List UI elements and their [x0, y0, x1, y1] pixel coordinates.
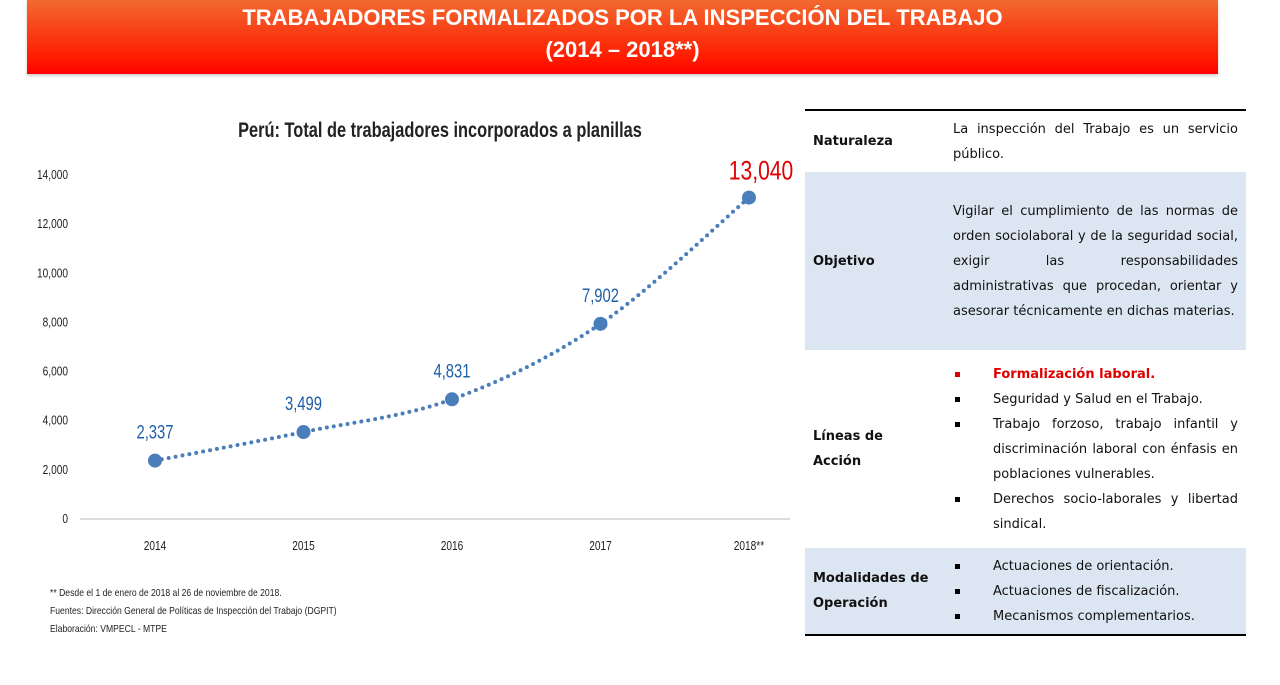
data-point	[742, 190, 756, 205]
label-modalidades-1: Modalidades de	[813, 571, 929, 586]
data-label: 7,902	[582, 285, 619, 306]
list-item: Seguridad y Salud en el Trabajo.	[953, 387, 1238, 412]
row-naturaleza: Naturaleza La inspección del Trabajo es …	[805, 111, 1246, 172]
label-lineas: Líneas de Acción	[805, 424, 943, 474]
note-elaboration: Elaboración: VMPECL - MTPE	[50, 623, 167, 635]
chart-notes: ** Desde el 1 de enero de 2018 al 26 de …	[50, 584, 337, 638]
label-lineas-2: Acción	[813, 454, 862, 469]
note-source: Fuentes: Dirección General de Políticas …	[50, 605, 337, 617]
row-lineas: Líneas de Acción Formalización laboral. S…	[805, 350, 1246, 548]
list-item: Actuaciones de orientación.	[953, 554, 1238, 579]
lineas-list: Formalización laboral. Seguridad y Salud…	[953, 362, 1238, 537]
title-line-2: (2014 – 2018**)	[545, 37, 700, 62]
label-lineas-1: Líneas de	[813, 429, 883, 444]
y-tick-label: 14,000	[37, 168, 68, 182]
y-tick-label: 12,000	[37, 217, 68, 231]
title-line-1: TRABAJADORES FORMALIZADOS POR LA INSPECC…	[242, 5, 1003, 30]
data-label: 13,040	[729, 156, 793, 186]
row-modalidades: Modalidades de Operación Actuaciones de o…	[805, 548, 1246, 634]
chart-title: Perú: Total de trabajadores incorporados…	[238, 118, 642, 141]
y-tick-label: 0	[62, 512, 68, 526]
y-tick-label: 10,000	[37, 266, 68, 280]
list-item: Derechos socio-laborales y libertad sind…	[953, 487, 1238, 537]
x-tick-label: 2015	[292, 539, 315, 553]
x-tick-label: 2016	[441, 539, 464, 553]
data-point	[445, 392, 459, 407]
x-tick-label: 2014	[144, 539, 167, 553]
data-point	[593, 316, 608, 331]
series-line	[153, 195, 751, 463]
label-naturaleza: Naturaleza	[813, 134, 893, 149]
data-label: 2,337	[136, 422, 173, 443]
label-objetivo: Objetivo	[813, 253, 875, 269]
y-tick-label: 8,000	[43, 315, 69, 329]
data-point	[148, 453, 162, 468]
row-objetivo: Objetivo Vigilar el cumplimiento de las …	[805, 172, 1246, 350]
title-banner: TRABAJADORES FORMALIZADOS POR LA INSPECC…	[27, 0, 1218, 74]
x-tick-label: 2017	[589, 539, 612, 553]
note-period: ** Desde el 1 de enero de 2018 al 26 de …	[50, 587, 282, 599]
list-item: Mecanismos complementarios.	[953, 604, 1238, 629]
data-label: 4,831	[433, 361, 470, 382]
y-tick-label: 4,000	[43, 414, 69, 428]
data-point	[296, 425, 311, 440]
modalidades-list: Actuaciones de orientación. Actuaciones …	[953, 554, 1238, 629]
label-modalidades: Modalidades de Operación	[805, 566, 943, 616]
value-objetivo: Vigilar el cumplimiento de las normas de…	[953, 203, 1238, 319]
value-naturaleza: La inspección del Trabajo es un servicio…	[953, 121, 1238, 162]
list-item: Actuaciones de fiscalización.	[953, 579, 1238, 604]
y-tick-label: 6,000	[43, 364, 69, 378]
data-label: 3,499	[285, 393, 322, 414]
label-modalidades-2: Operación	[813, 596, 888, 611]
list-item: Formalización laboral.	[953, 362, 1238, 387]
x-tick-label: 2018**	[734, 539, 765, 553]
list-item: Trabajo forzoso, trabajo infantil y disc…	[953, 412, 1238, 487]
y-tick-label: 2,000	[43, 463, 69, 477]
line-chart: Perú: Total de trabajadores incorporados…	[37, 118, 793, 553]
info-table: Naturaleza La inspección del Trabajo es …	[805, 109, 1246, 636]
